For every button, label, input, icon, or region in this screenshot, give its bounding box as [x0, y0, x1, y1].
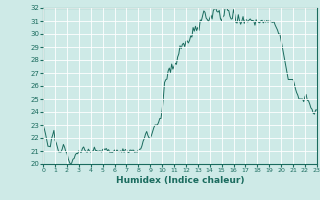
- X-axis label: Humidex (Indice chaleur): Humidex (Indice chaleur): [116, 176, 244, 185]
